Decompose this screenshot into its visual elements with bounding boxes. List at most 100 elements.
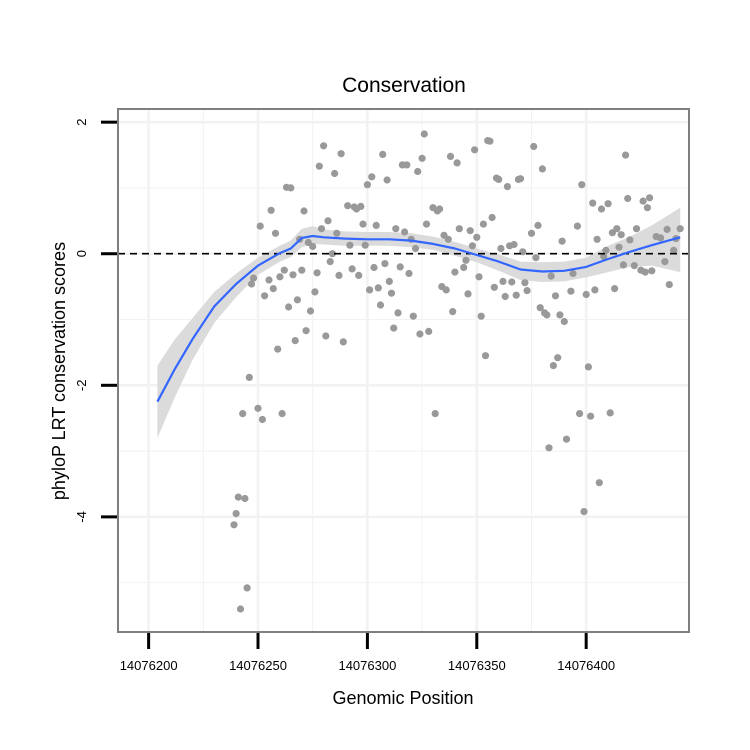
- data-point: [532, 254, 540, 262]
- data-point: [379, 150, 387, 158]
- data-point: [348, 265, 356, 273]
- data-point: [331, 169, 339, 178]
- data-point: [538, 165, 547, 173]
- data-point: [446, 152, 455, 160]
- data-point: [541, 309, 549, 317]
- data-point: [475, 273, 483, 281]
- data-point: [396, 263, 404, 271]
- data-point: [409, 312, 417, 320]
- data-point: [328, 250, 336, 258]
- data-point: [479, 220, 487, 228]
- data-point: [425, 327, 433, 335]
- data-point: [234, 493, 242, 501]
- plot-panel: [117, 108, 690, 633]
- data-point: [383, 176, 391, 184]
- data-point: [276, 273, 284, 281]
- data-point: [250, 274, 258, 282]
- y-tick-label: 0: [74, 250, 89, 257]
- data-point: [335, 271, 343, 279]
- data-point: [363, 181, 371, 189]
- data-point: [508, 278, 516, 286]
- data-point: [473, 233, 481, 241]
- data-point: [661, 258, 669, 266]
- data-point: [582, 290, 590, 299]
- data-point: [440, 231, 448, 239]
- data-point: [405, 269, 413, 278]
- data-point: [506, 242, 514, 250]
- data-point: [320, 142, 328, 150]
- data-point: [484, 137, 492, 145]
- data-point: [346, 241, 354, 249]
- data-point: [608, 229, 617, 237]
- data-point: [390, 324, 398, 332]
- data-point: [477, 312, 485, 320]
- scatter-points: [230, 130, 684, 613]
- data-point: [322, 332, 330, 340]
- data-point: [584, 363, 593, 371]
- data-point: [285, 303, 293, 311]
- data-point: [385, 277, 393, 285]
- data-point: [606, 409, 614, 417]
- panel-background: [118, 109, 689, 632]
- data-point: [676, 225, 684, 233]
- data-point: [639, 197, 647, 205]
- data-point: [324, 217, 332, 225]
- data-point: [462, 256, 470, 264]
- data-point: [418, 154, 426, 162]
- data-point: [593, 235, 601, 243]
- data-point: [523, 287, 531, 295]
- data-point: [545, 444, 553, 452]
- data-point: [333, 229, 341, 237]
- data-point: [401, 228, 409, 236]
- data-point: [512, 291, 520, 299]
- data-point: [600, 252, 608, 260]
- data-point: [646, 194, 654, 202]
- data-point: [626, 236, 634, 244]
- data-point: [372, 221, 380, 229]
- data-point: [311, 288, 319, 296]
- data-point: [278, 410, 286, 418]
- data-point: [289, 271, 297, 279]
- data-point: [562, 435, 571, 443]
- data-point: [398, 161, 406, 169]
- chart-title: Conservation: [342, 74, 466, 97]
- data-point: [366, 286, 374, 294]
- data-point: [326, 258, 334, 266]
- data-point: [471, 146, 479, 154]
- data-point: [236, 605, 245, 613]
- data-point: [370, 263, 378, 272]
- data-point: [256, 222, 264, 230]
- data-point: [254, 404, 262, 412]
- data-point: [243, 584, 251, 592]
- data-point: [547, 272, 555, 280]
- data-point: [376, 301, 385, 309]
- data-point: [293, 296, 301, 304]
- data-point: [368, 173, 376, 181]
- data-point: [411, 244, 420, 253]
- data-point: [339, 338, 347, 346]
- data-point: [355, 271, 363, 279]
- data-point: [604, 200, 612, 208]
- data-point: [466, 227, 474, 235]
- data-point: [488, 213, 496, 222]
- data-point: [481, 352, 490, 360]
- data-point: [637, 266, 645, 274]
- data-point: [449, 308, 457, 316]
- data-point: [534, 221, 542, 229]
- data-point: [261, 292, 269, 300]
- data-point: [392, 225, 400, 233]
- x-tick-label: 14076350: [448, 658, 506, 673]
- data-point: [350, 203, 358, 211]
- data-point: [501, 292, 509, 301]
- data-point: [551, 292, 560, 300]
- data-point: [414, 167, 422, 176]
- data-point: [280, 266, 288, 274]
- y-axis: 2 0 -2 -4: [74, 119, 117, 523]
- data-point: [567, 287, 575, 295]
- panel-border: [117, 108, 690, 633]
- data-point: [361, 241, 369, 249]
- data-point: [317, 225, 326, 233]
- grid-lines: [118, 109, 689, 632]
- data-point: [313, 269, 321, 277]
- y-tick-label: 2: [74, 119, 89, 126]
